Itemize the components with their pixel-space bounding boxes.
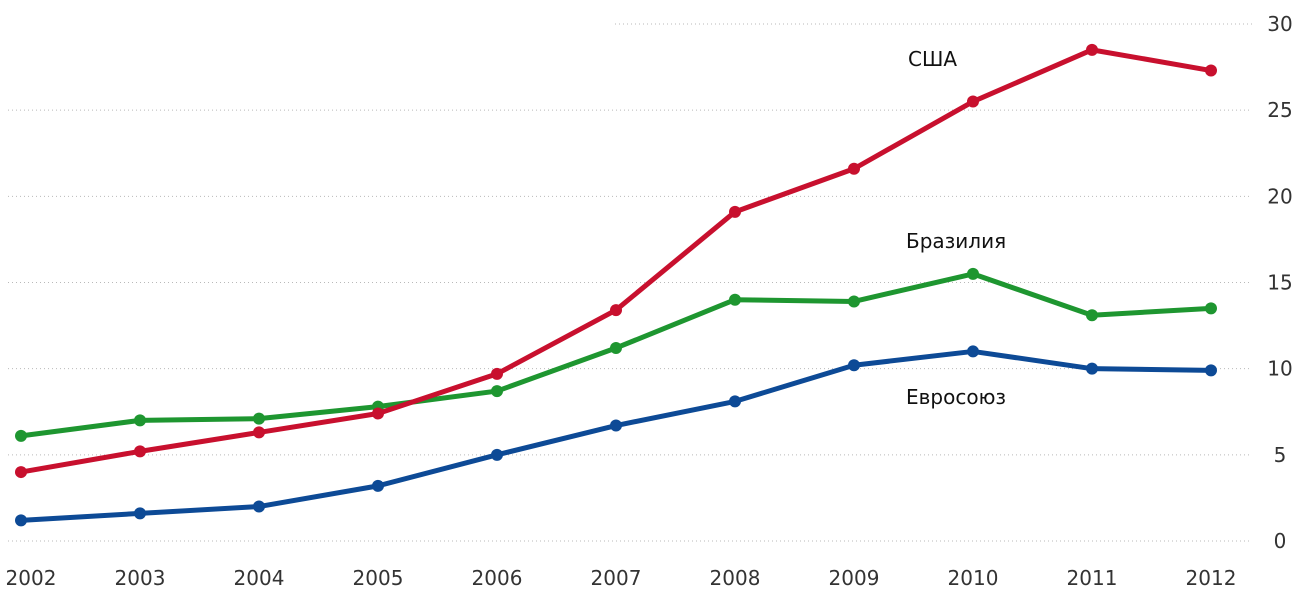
data-point-eu [848, 359, 860, 372]
x-tick-label: 2009 [829, 566, 880, 590]
series-eu [15, 345, 1217, 527]
y-tick-label: 20 [1267, 184, 1292, 208]
data-point-brazil [491, 385, 503, 398]
x-tick-label: 2004 [234, 566, 285, 590]
series-label-usa: США [908, 47, 957, 71]
data-point-eu [253, 500, 265, 513]
y-tick-label: 0 [1274, 529, 1287, 553]
series-brazil [15, 267, 1217, 442]
x-tick-label: 2002 [6, 566, 57, 590]
x-tick-label: 2003 [115, 566, 166, 590]
x-tick-label: 2005 [353, 566, 404, 590]
data-point-usa [253, 426, 265, 439]
series-line-eu [18, 348, 1214, 523]
series-label-eu: Евросоюз [906, 385, 1006, 409]
data-point-usa [1205, 64, 1217, 77]
data-point-brazil [253, 412, 265, 425]
data-point-usa [491, 367, 503, 380]
x-tick-label: 2008 [710, 566, 761, 590]
data-point-brazil [134, 414, 146, 427]
data-point-usa [134, 445, 146, 458]
data-point-eu [491, 448, 503, 461]
data-point-usa [967, 95, 979, 108]
data-point-usa [848, 162, 860, 175]
data-point-eu [967, 345, 979, 358]
data-point-eu [1086, 362, 1098, 375]
data-point-brazil [729, 293, 741, 306]
data-point-eu [372, 479, 384, 492]
series-label-brazil: Бразилия [906, 229, 1006, 253]
x-tick-label: 2006 [472, 566, 523, 590]
grid-layer [8, 23, 1252, 542]
data-point-brazil [15, 429, 27, 442]
y-tick-label: 30 [1267, 12, 1292, 36]
data-point-usa [729, 205, 741, 218]
y-tick-label: 10 [1267, 357, 1292, 381]
data-point-eu [134, 507, 146, 520]
data-point-brazil [967, 267, 979, 280]
data-point-eu [15, 514, 27, 527]
x-tick-label: 2012 [1186, 566, 1237, 590]
series-layer [15, 43, 1217, 527]
data-point-usa [610, 304, 622, 317]
data-point-usa [15, 466, 27, 479]
x-axis-ticks: 2002 2003 2004 2005 2006 2007 2008 2009 2010 2011… [6, 566, 1237, 590]
data-point-eu [1205, 364, 1217, 377]
y-tick-label: 15 [1267, 271, 1292, 295]
y-tick-label: 5 [1274, 443, 1287, 467]
data-point-usa [1086, 43, 1098, 56]
data-point-brazil [610, 341, 622, 354]
y-tick-label: 25 [1267, 98, 1292, 122]
series-line-brazil [18, 271, 1214, 439]
x-tick-label: 2007 [591, 566, 642, 590]
data-point-eu [729, 395, 741, 408]
x-tick-label: 2010 [948, 566, 999, 590]
data-point-usa [372, 407, 384, 420]
series-usa [15, 43, 1217, 479]
data-point-brazil [1205, 302, 1217, 315]
data-point-eu [610, 419, 622, 432]
series-labels: США Бразилия Евросоюз [906, 47, 1006, 409]
data-point-brazil [848, 295, 860, 308]
x-tick-label: 2011 [1067, 566, 1118, 590]
data-point-brazil [1086, 309, 1098, 322]
y-axis-ticks: 0 5 10 15 20 25 30 [1267, 12, 1292, 553]
series-line-usa [18, 47, 1214, 475]
